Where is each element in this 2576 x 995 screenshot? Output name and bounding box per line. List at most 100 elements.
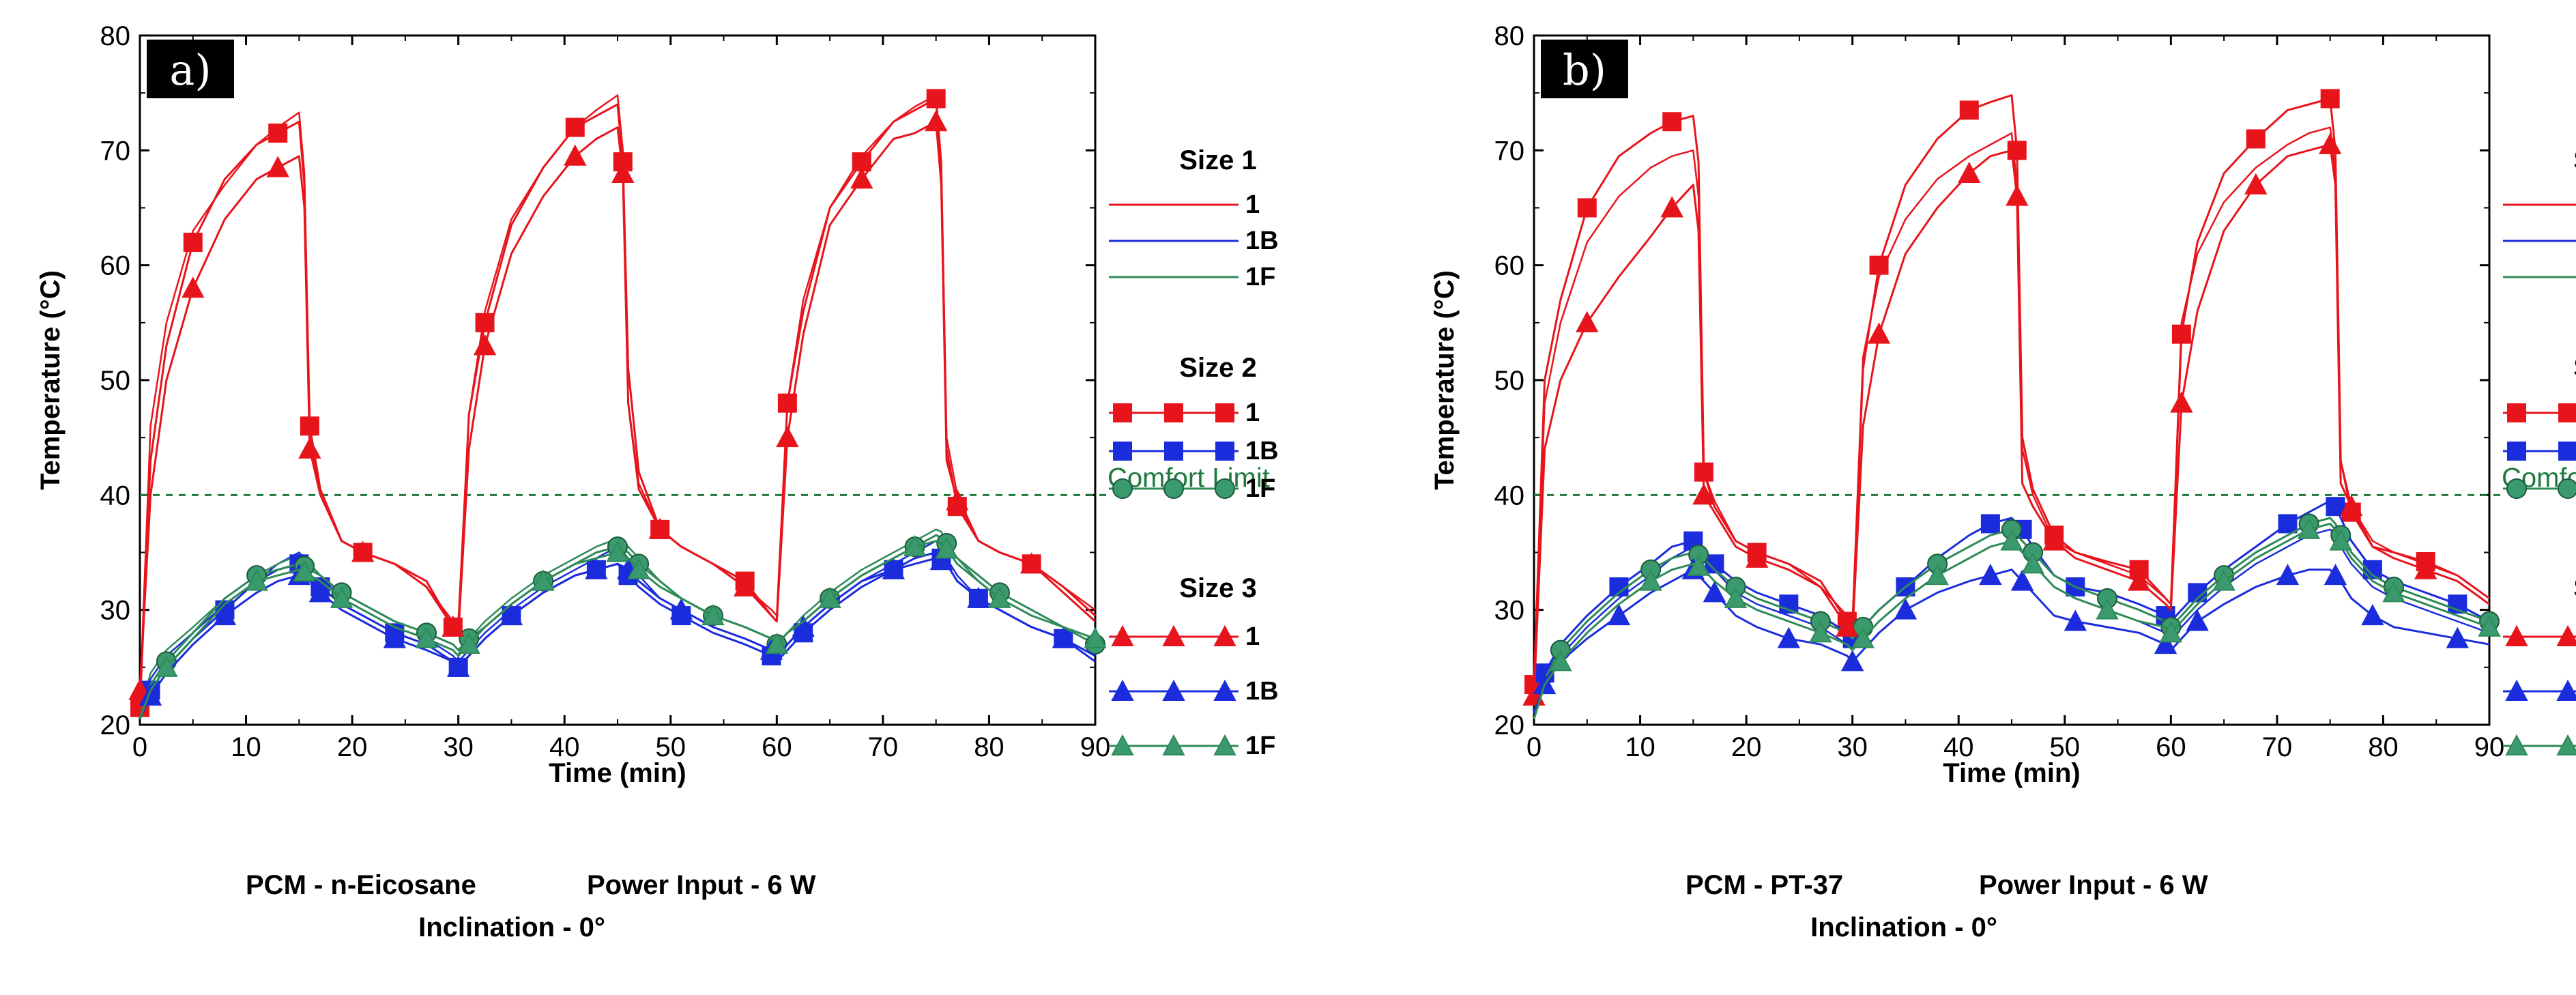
data-point: [2276, 564, 2300, 586]
data-point: [850, 167, 873, 189]
panel-label-bg: [1541, 40, 1628, 98]
x-tick-label: 20: [1731, 732, 1762, 762]
data-point: [733, 575, 757, 596]
legend-title: Size 1: [1179, 145, 1256, 175]
data-point: [1867, 322, 1891, 344]
data-point: [457, 633, 480, 654]
data-point: [929, 549, 953, 571]
legend-marker: [2556, 624, 2576, 646]
data-point: [139, 684, 162, 706]
legend-marker: [1162, 624, 1185, 646]
legend-title: Size 1: [2573, 145, 2576, 175]
data-point: [1607, 603, 1631, 626]
x-tick-label: 0: [1526, 732, 1542, 762]
panel-label: b): [1563, 45, 1606, 95]
y-tick-label: 30: [100, 596, 131, 626]
data-point: [2170, 391, 2193, 413]
data-point: [1851, 626, 1875, 648]
data-point: [2000, 529, 2023, 551]
data-point: [1576, 311, 1599, 332]
data-point: [446, 655, 470, 677]
data-point: [818, 586, 841, 608]
data-point: [2318, 132, 2342, 154]
data-point: [1549, 650, 1572, 672]
data-point: [1809, 621, 1832, 643]
legend-label: 1B: [1245, 437, 1279, 465]
x-tick-label: 50: [2050, 732, 2081, 762]
data-point: [2096, 598, 2119, 620]
data-point: [2010, 569, 2034, 591]
x-tick-label: 90: [2474, 732, 2505, 762]
data-point: [1836, 615, 1859, 637]
data-point: [1926, 564, 1949, 586]
data-point: [606, 540, 629, 562]
data-point: [2171, 324, 2191, 344]
legend-label: 1B: [1245, 227, 1279, 255]
data-point: [2340, 495, 2363, 517]
data-point: [2212, 569, 2235, 591]
legend-marker: [2556, 679, 2576, 701]
legend-marker: [2507, 403, 2526, 422]
data-point: [2159, 621, 2183, 643]
data-point: [1084, 626, 1107, 648]
data-point: [946, 489, 969, 510]
data-point: [2478, 615, 2501, 637]
x-axis-label: Time (min): [1943, 758, 2081, 788]
caption-inclination: Inclination - 0°: [418, 912, 605, 942]
legend-marker: [1111, 624, 1134, 646]
data-point: [2021, 552, 2044, 574]
data-point: [792, 615, 815, 637]
series-line-2-1: [139, 98, 1097, 708]
legend-marker: [2558, 403, 2576, 422]
data-point: [500, 603, 523, 626]
legend-label: 1: [1245, 190, 1260, 219]
data-point: [293, 560, 316, 582]
panel-label-bg: [147, 40, 234, 98]
data-point: [1745, 546, 1769, 568]
data-point: [926, 89, 946, 109]
legend-marker: [1215, 478, 1235, 499]
legend-marker: [1111, 734, 1134, 755]
data-point: [268, 124, 288, 143]
legend-marker: [2556, 734, 2576, 755]
panel-label: a): [169, 45, 211, 95]
data-point: [2064, 609, 2087, 631]
data-point: [2154, 633, 2177, 654]
legend-label: 1: [1245, 622, 1260, 651]
legend-title: Size 2: [2573, 353, 2576, 383]
data-point: [2326, 497, 2345, 517]
legend-marker: [2507, 442, 2526, 461]
y-tick-label: 40: [100, 480, 131, 510]
legend-marker: [2558, 478, 2576, 499]
x-axis-label: Time (min): [549, 758, 686, 788]
legend-marker: [1164, 442, 1183, 461]
x-tick-label: 30: [1837, 732, 1868, 762]
series-line-3-1: [139, 120, 1097, 691]
x-tick-label: 80: [974, 732, 1004, 762]
data-point: [2186, 609, 2209, 631]
data-point: [1979, 564, 2002, 586]
data-point: [924, 110, 948, 132]
data-point: [2382, 581, 2405, 603]
data-point: [564, 144, 587, 166]
data-point: [1840, 650, 1864, 672]
legend-marker: [1164, 403, 1183, 422]
data-point: [182, 276, 205, 298]
data-point: [1639, 569, 1662, 591]
data-point: [611, 161, 635, 183]
legend-marker: [1213, 679, 1236, 701]
data-point: [1577, 198, 1597, 218]
x-tick-label: 0: [132, 732, 147, 762]
y-tick-label: 20: [100, 710, 131, 740]
data-point: [245, 569, 268, 591]
legend-marker: [2505, 679, 2528, 701]
data-point: [903, 534, 927, 557]
x-tick-label: 10: [1625, 732, 1655, 762]
legend-marker: [1112, 478, 1133, 499]
legend-marker: [2505, 734, 2528, 755]
legend-marker: [1213, 624, 1236, 646]
y-tick-label: 80: [100, 21, 131, 51]
legend-marker: [2506, 478, 2527, 499]
data-point: [1777, 626, 1801, 648]
